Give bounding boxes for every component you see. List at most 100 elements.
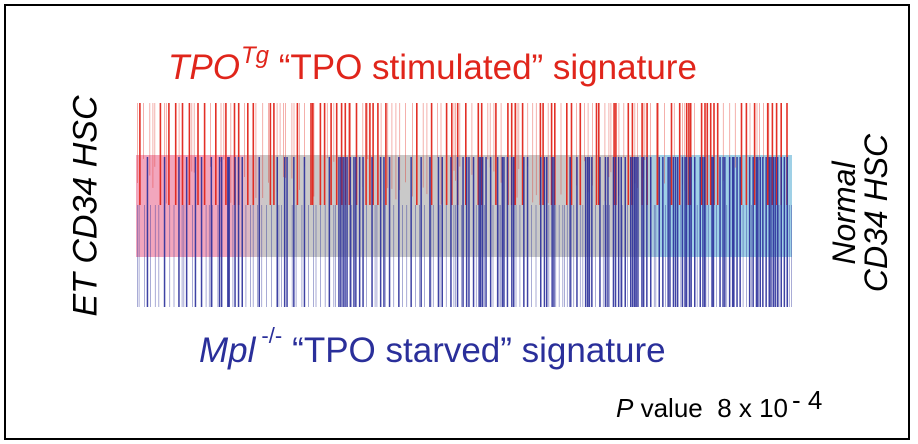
starved-gene-bar bbox=[353, 157, 355, 307]
starved-gene-bar bbox=[584, 157, 587, 307]
stimulated-gene-bar bbox=[344, 103, 347, 205]
starved-gene-bar bbox=[286, 157, 288, 307]
stimulated-gene-bar bbox=[608, 103, 610, 178]
starved-gene-bar bbox=[762, 157, 764, 307]
stimulated-gene-bar bbox=[380, 103, 382, 201]
stimulated-gene-bar bbox=[299, 103, 300, 190]
starved-gene-bar bbox=[620, 157, 622, 307]
starved-gene-bar bbox=[548, 205, 550, 307]
starved-gene-bar bbox=[627, 205, 628, 307]
stimulated-gene-bar bbox=[385, 103, 387, 205]
starved-gene-bar bbox=[511, 157, 513, 307]
starved-gene-bar bbox=[705, 205, 707, 307]
starved-gene-bar bbox=[681, 157, 684, 307]
starved-gene-bar bbox=[210, 157, 213, 307]
starved-gene-bar bbox=[569, 157, 571, 307]
starved-gene-bar bbox=[450, 157, 452, 307]
stimulated-gene-bar bbox=[279, 103, 281, 156]
stimulated-gene-bar bbox=[440, 103, 442, 205]
starved-gene-bar bbox=[588, 157, 591, 307]
stimulated-gene-bar bbox=[495, 103, 497, 205]
starved-gene-bar bbox=[137, 205, 138, 307]
stimulated-gene-bar bbox=[348, 103, 351, 205]
starved-gene-bar bbox=[185, 157, 188, 307]
starved-gene-bar bbox=[641, 157, 643, 307]
starved-gene-bar bbox=[755, 157, 758, 307]
starved-gene-bar bbox=[711, 157, 713, 307]
starved-gene-bar bbox=[489, 157, 492, 307]
stimulated-gene-bar bbox=[269, 103, 272, 205]
stimulated-gene-bar bbox=[437, 103, 438, 158]
starved-gene-bar bbox=[257, 205, 258, 307]
starved-gene-bar bbox=[313, 205, 314, 307]
starved-gene-bar bbox=[484, 205, 485, 307]
starved-gene-bar bbox=[791, 205, 792, 307]
starved-gene-bar bbox=[200, 157, 203, 307]
starved-gene-bar bbox=[228, 157, 230, 307]
stimulated-gene-bar bbox=[220, 103, 222, 162]
starved-gene-bar bbox=[220, 157, 223, 307]
stimulated-gene-bar bbox=[426, 103, 428, 195]
starved-gene-bar bbox=[194, 157, 197, 307]
starved-gene-bar bbox=[346, 157, 348, 307]
stimulated-gene-bar bbox=[296, 103, 299, 205]
stimulated-gene-bar bbox=[570, 103, 573, 205]
starved-gene-bar bbox=[335, 205, 336, 307]
stimulated-gene-bar bbox=[174, 103, 177, 205]
starved-gene-bar bbox=[227, 157, 229, 307]
stimulated-gene-bar bbox=[550, 103, 553, 205]
starved-gene-bar bbox=[684, 157, 686, 307]
stimulated-gene-bar bbox=[604, 103, 606, 202]
starved-gene-bar bbox=[303, 157, 306, 307]
starved-gene-bar bbox=[690, 157, 692, 307]
bottom-signature-name: “TPO starved” signature bbox=[292, 331, 666, 370]
starved-gene-bar bbox=[234, 157, 236, 307]
starved-gene-bar bbox=[731, 157, 734, 307]
starved-gene-bar bbox=[599, 157, 601, 307]
stimulated-gene-bar bbox=[753, 103, 756, 205]
starved-gene-bar bbox=[472, 157, 475, 307]
starved-gene-bar bbox=[218, 157, 221, 307]
starved-gene-bar bbox=[355, 157, 357, 307]
stimulated-gene-bar bbox=[685, 103, 688, 205]
starved-gene-bar bbox=[776, 157, 779, 307]
starved-gene-bar bbox=[672, 157, 675, 307]
starved-gene-bar bbox=[573, 205, 575, 307]
starved-gene-bar bbox=[415, 205, 416, 307]
stimulated-gene-bar bbox=[365, 103, 367, 205]
starved-gene-bar bbox=[475, 205, 477, 307]
starved-gene-bar bbox=[746, 205, 747, 307]
starved-gene-bar bbox=[358, 157, 361, 307]
starved-gene-bar bbox=[276, 157, 278, 307]
stimulated-gene-bar bbox=[178, 103, 180, 189]
starved-gene-bar bbox=[181, 205, 183, 307]
starved-gene-bar bbox=[576, 157, 578, 307]
starved-gene-bar bbox=[138, 205, 140, 307]
normal-label-line1: Normal bbox=[826, 161, 862, 265]
starved-gene-bar bbox=[506, 157, 509, 307]
p-value-text: value bbox=[640, 393, 703, 423]
stimulated-gene-bar bbox=[716, 103, 719, 205]
starved-gene-bar bbox=[208, 205, 210, 307]
starved-gene-bar bbox=[685, 157, 688, 307]
stimulated-gene-bar bbox=[722, 103, 724, 181]
starved-gene-bar bbox=[261, 205, 263, 307]
stimulated-gene-bar bbox=[771, 103, 774, 205]
stimulated-gene-bar bbox=[225, 103, 227, 205]
stimulated-gene-bar bbox=[283, 103, 284, 178]
stimulated-gene-bar bbox=[768, 103, 770, 192]
stimulated-gene-bar bbox=[244, 103, 245, 177]
stimulated-gene-bar bbox=[576, 103, 577, 186]
starved-gene-bar bbox=[498, 205, 500, 307]
stimulated-gene-bar bbox=[547, 103, 549, 204]
starved-gene-bar bbox=[232, 205, 234, 307]
starved-gene-bar bbox=[420, 157, 422, 307]
stimulated-gene-bar bbox=[422, 103, 424, 188]
starved-gene-bar bbox=[719, 157, 721, 307]
stimulated-gene-bar bbox=[335, 103, 338, 205]
stimulated-gene-bar bbox=[493, 103, 495, 172]
stimulated-gene-bar bbox=[362, 103, 364, 187]
starved-gene-bar bbox=[146, 157, 149, 307]
stimulated-gene-bar bbox=[500, 103, 502, 183]
starved-gene-bar bbox=[362, 157, 364, 307]
